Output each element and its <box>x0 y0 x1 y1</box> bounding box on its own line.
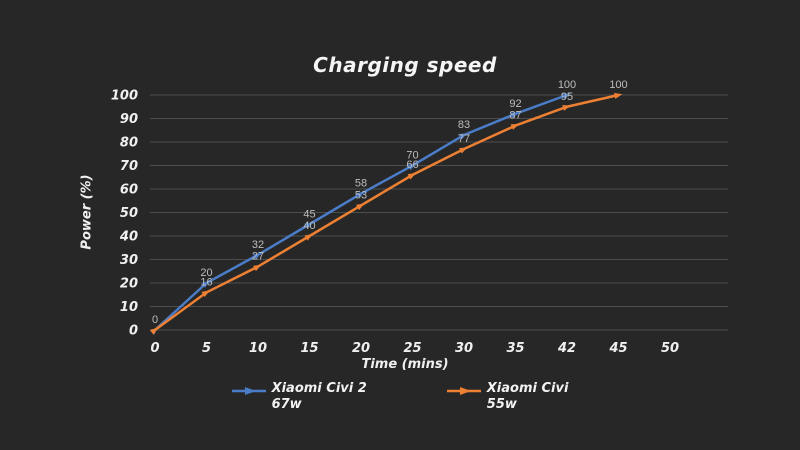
svg-text:58: 58 <box>355 178 367 190</box>
svg-text:83: 83 <box>458 119 470 131</box>
svg-text:90: 90 <box>120 112 138 127</box>
svg-text:50: 50 <box>120 206 138 221</box>
svg-text:100: 100 <box>609 79 627 91</box>
svg-text:5: 5 <box>202 341 211 356</box>
svg-text:0: 0 <box>150 341 159 356</box>
svg-text:40: 40 <box>303 220 315 232</box>
legend-series-name: Xiaomi Civi 2 <box>271 381 367 396</box>
svg-text:16: 16 <box>200 276 212 288</box>
svg-text:45: 45 <box>303 208 315 220</box>
svg-text:35: 35 <box>506 341 524 356</box>
svg-text:100: 100 <box>558 79 576 91</box>
svg-text:0: 0 <box>129 324 138 339</box>
svg-text:20: 20 <box>120 277 138 292</box>
chart-legend: Xiaomi Civi 2 67w Xiaomi Civi 55w <box>0 381 800 412</box>
svg-text:77: 77 <box>458 133 470 145</box>
x-axis-label: Time (mins) <box>361 357 449 372</box>
svg-text:92: 92 <box>509 98 521 110</box>
legend-series-watt: 67w <box>271 397 302 412</box>
svg-text:27: 27 <box>252 251 264 263</box>
svg-text:87: 87 <box>509 110 521 122</box>
svg-text:70: 70 <box>120 159 138 174</box>
svg-text:45: 45 <box>608 341 627 356</box>
svg-text:42: 42 <box>557 341 576 356</box>
legend-series-name: Xiaomi Civi <box>486 381 569 396</box>
svg-text:15: 15 <box>300 341 318 356</box>
legend-item-civi: Xiaomi Civi 55w <box>446 381 569 412</box>
legend-line-arrow-icon <box>231 387 266 395</box>
svg-text:60: 60 <box>120 183 138 198</box>
svg-text:10: 10 <box>249 341 267 356</box>
svg-text:53: 53 <box>355 189 367 201</box>
chart-title: Charging speed <box>313 53 497 77</box>
legend-series-watt: 55w <box>486 397 517 412</box>
svg-text:25: 25 <box>403 341 421 356</box>
svg-text:32: 32 <box>252 239 264 251</box>
svg-text:95: 95 <box>561 91 573 103</box>
svg-text:10: 10 <box>120 300 138 315</box>
svg-text:30: 30 <box>455 341 473 356</box>
svg-text:66: 66 <box>406 159 418 171</box>
svg-text:30: 30 <box>120 253 138 268</box>
svg-text:20: 20 <box>352 341 370 356</box>
svg-text:40: 40 <box>119 230 138 245</box>
svg-text:100: 100 <box>111 89 138 104</box>
legend-line-arrow-icon <box>446 387 481 395</box>
legend-item-civi2: Xiaomi Civi 2 67w <box>231 381 367 412</box>
svg-text:80: 80 <box>120 136 138 151</box>
svg-text:50: 50 <box>661 341 679 356</box>
svg-text:0: 0 <box>152 314 158 326</box>
